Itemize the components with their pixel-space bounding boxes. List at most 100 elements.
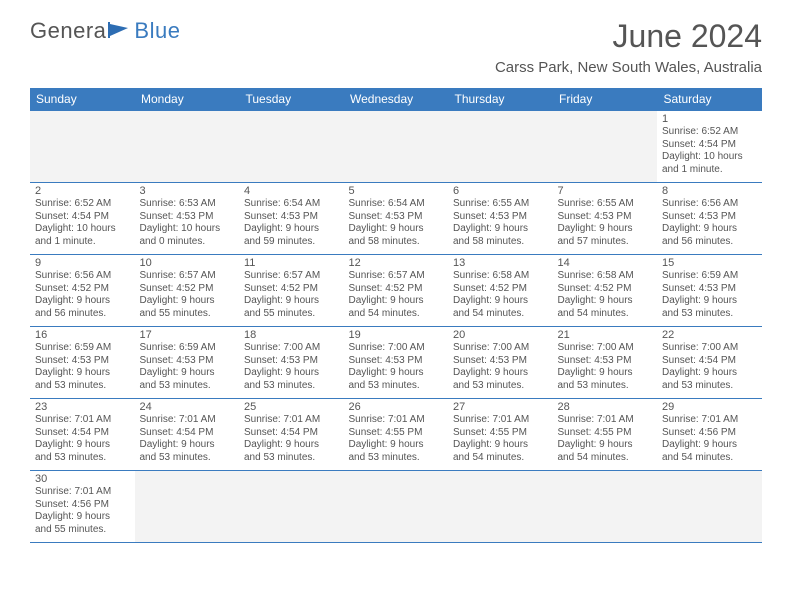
day-detail: and 55 minutes. [35,524,130,537]
day-detail: Daylight: 9 hours [35,367,130,380]
flag-icon [108,18,132,44]
day-detail: Daylight: 10 hours [35,223,130,236]
day-number: 17 [140,329,235,341]
logo: Genera Blue [30,18,180,44]
day-cell: 21Sunrise: 7:00 AMSunset: 4:53 PMDayligh… [553,327,658,399]
day-cell: 11Sunrise: 6:57 AMSunset: 4:52 PMDayligh… [239,255,344,327]
day-cell: 3Sunrise: 6:53 AMSunset: 4:53 PMDaylight… [135,183,240,255]
day-cell: 12Sunrise: 6:57 AMSunset: 4:52 PMDayligh… [344,255,449,327]
day-detail: and 53 minutes. [140,380,235,393]
day-detail: Sunset: 4:53 PM [35,355,130,368]
day-detail: and 57 minutes. [558,236,653,249]
day-detail: Sunrise: 7:00 AM [349,342,444,355]
weekday-header: Wednesday [344,88,449,111]
logo-text-1: Genera [30,18,106,44]
day-cell: 29Sunrise: 7:01 AMSunset: 4:56 PMDayligh… [657,399,762,471]
day-detail: Sunset: 4:53 PM [662,283,757,296]
day-cell: 23Sunrise: 7:01 AMSunset: 4:54 PMDayligh… [30,399,135,471]
empty-cell [448,111,553,183]
day-detail: Daylight: 10 hours [140,223,235,236]
day-detail: and 55 minutes. [140,308,235,321]
day-detail: Sunrise: 6:57 AM [140,270,235,283]
day-number: 3 [140,185,235,197]
day-detail: Sunset: 4:54 PM [35,427,130,440]
day-detail: Sunrise: 6:52 AM [662,126,757,139]
day-detail: Sunrise: 6:54 AM [244,198,339,211]
empty-cell [239,111,344,183]
day-detail: Daylight: 9 hours [558,223,653,236]
day-detail: and 53 minutes. [349,452,444,465]
day-cell: 5Sunrise: 6:54 AMSunset: 4:53 PMDaylight… [344,183,449,255]
weekday-header: Friday [553,88,658,111]
day-detail: Sunrise: 6:53 AM [140,198,235,211]
day-number: 25 [244,401,339,413]
day-detail: Sunrise: 6:59 AM [140,342,235,355]
day-number: 16 [35,329,130,341]
day-cell: 10Sunrise: 6:57 AMSunset: 4:52 PMDayligh… [135,255,240,327]
day-detail: and 54 minutes. [662,452,757,465]
day-detail: and 0 minutes. [140,236,235,249]
day-detail: Sunset: 4:53 PM [140,211,235,224]
day-detail: Daylight: 9 hours [662,295,757,308]
day-detail: Daylight: 9 hours [244,439,339,452]
day-number: 27 [453,401,548,413]
logo-text-2: Blue [134,18,180,44]
day-number: 30 [35,473,130,485]
day-number: 24 [140,401,235,413]
calendar-row: 2Sunrise: 6:52 AMSunset: 4:54 PMDaylight… [30,183,762,255]
day-detail: Sunset: 4:53 PM [558,211,653,224]
day-detail: and 1 minute. [662,164,757,177]
calendar-table: SundayMondayTuesdayWednesdayThursdayFrid… [30,88,762,543]
day-detail: Sunset: 4:53 PM [662,211,757,224]
day-cell: 9Sunrise: 6:56 AMSunset: 4:52 PMDaylight… [30,255,135,327]
day-cell: 26Sunrise: 7:01 AMSunset: 4:55 PMDayligh… [344,399,449,471]
day-detail: Sunrise: 7:01 AM [140,414,235,427]
day-detail: Sunrise: 6:57 AM [244,270,339,283]
day-detail: Daylight: 9 hours [558,295,653,308]
day-detail: Daylight: 10 hours [662,151,757,164]
day-number: 7 [558,185,653,197]
empty-cell [344,471,449,543]
day-detail: and 53 minutes. [349,380,444,393]
day-detail: Daylight: 9 hours [662,223,757,236]
empty-cell [344,111,449,183]
day-detail: and 53 minutes. [662,308,757,321]
day-number: 1 [662,113,757,125]
day-cell: 25Sunrise: 7:01 AMSunset: 4:54 PMDayligh… [239,399,344,471]
day-detail: Daylight: 9 hours [35,295,130,308]
day-cell: 27Sunrise: 7:01 AMSunset: 4:55 PMDayligh… [448,399,553,471]
day-cell: 19Sunrise: 7:00 AMSunset: 4:53 PMDayligh… [344,327,449,399]
day-detail: and 55 minutes. [244,308,339,321]
empty-cell [135,471,240,543]
day-detail: and 1 minute. [35,236,130,249]
day-detail: Sunrise: 7:00 AM [244,342,339,355]
day-cell: 13Sunrise: 6:58 AMSunset: 4:52 PMDayligh… [448,255,553,327]
day-number: 13 [453,257,548,269]
day-detail: Daylight: 9 hours [662,439,757,452]
day-detail: Sunrise: 6:58 AM [558,270,653,283]
calendar-body: 1Sunrise: 6:52 AMSunset: 4:54 PMDaylight… [30,111,762,543]
day-detail: and 53 minutes. [140,452,235,465]
day-detail: Sunset: 4:52 PM [244,283,339,296]
calendar-row: 1Sunrise: 6:52 AMSunset: 4:54 PMDaylight… [30,111,762,183]
empty-cell [30,111,135,183]
day-cell: 1Sunrise: 6:52 AMSunset: 4:54 PMDaylight… [657,111,762,183]
day-detail: Daylight: 9 hours [35,439,130,452]
day-detail: Sunrise: 6:59 AM [35,342,130,355]
day-detail: Sunset: 4:54 PM [662,355,757,368]
day-number: 26 [349,401,444,413]
day-detail: Sunrise: 7:00 AM [453,342,548,355]
day-detail: Daylight: 9 hours [453,295,548,308]
day-detail: Sunset: 4:56 PM [662,427,757,440]
day-cell: 2Sunrise: 6:52 AMSunset: 4:54 PMDaylight… [30,183,135,255]
weekday-header: Saturday [657,88,762,111]
day-cell: 17Sunrise: 6:59 AMSunset: 4:53 PMDayligh… [135,327,240,399]
day-cell: 8Sunrise: 6:56 AMSunset: 4:53 PMDaylight… [657,183,762,255]
day-number: 19 [349,329,444,341]
day-detail: Daylight: 9 hours [349,223,444,236]
day-detail: Sunrise: 6:55 AM [558,198,653,211]
day-detail: Sunrise: 6:58 AM [453,270,548,283]
calendar-header: SundayMondayTuesdayWednesdayThursdayFrid… [30,88,762,111]
day-cell: 24Sunrise: 7:01 AMSunset: 4:54 PMDayligh… [135,399,240,471]
header: Genera Blue June 2024 Carss Park, New So… [0,0,792,80]
